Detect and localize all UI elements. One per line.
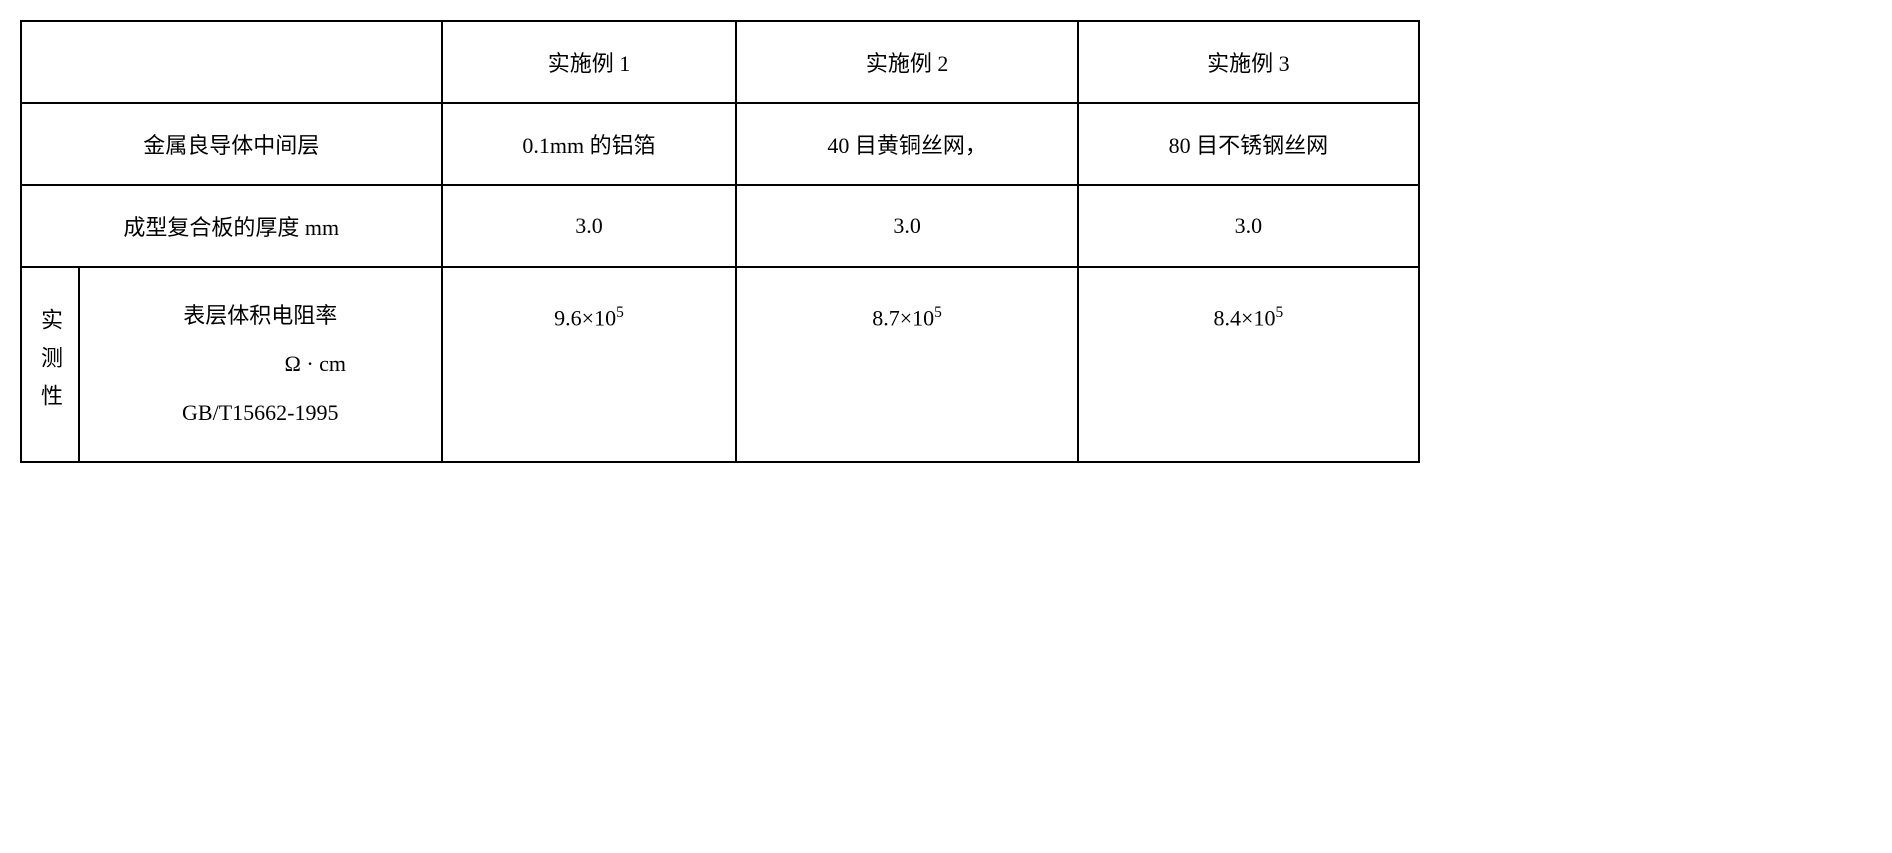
row3-value-3-exp: 5 bbox=[1275, 304, 1283, 321]
row3-value-2: 8.7×105 bbox=[736, 267, 1077, 462]
col-header-1: 实施例 1 bbox=[442, 21, 737, 103]
row1-value-3: 80 目不锈钢丝网 bbox=[1078, 103, 1419, 185]
row3-label-line1: 表层体积电阻率 bbox=[96, 292, 425, 340]
row3-value-3: 8.4×105 bbox=[1078, 267, 1419, 462]
row1-value-1: 0.1mm 的铝箔 bbox=[442, 103, 737, 185]
row3-label-unit: Ω · cm bbox=[174, 340, 346, 388]
row2-label: 成型复合板的厚度 mm bbox=[21, 185, 442, 267]
header-blank-cell bbox=[21, 21, 442, 103]
table-row-1: 金属良导体中间层 0.1mm 的铝箔 40 目黄铜丝网， 80 目不锈钢丝网 bbox=[21, 103, 1419, 185]
col-header-3: 实施例 3 bbox=[1078, 21, 1419, 103]
row3-value-1: 9.6×105 bbox=[442, 267, 737, 462]
row3-value-2-exp: 5 bbox=[934, 304, 942, 321]
vertical-group-label: 实测性 bbox=[21, 267, 79, 462]
row3-label-line2: Ω · cm bbox=[96, 340, 425, 388]
row3-label-line3: GB/T15662-1995 bbox=[96, 389, 425, 437]
row3-value-1-base: 9.6×10 bbox=[554, 305, 616, 330]
row3-value-1-exp: 5 bbox=[616, 304, 624, 321]
row1-value-2: 40 目黄铜丝网， bbox=[736, 103, 1077, 185]
row3-label: 表层体积电阻率 Ω · cm GB/T15662-1995 bbox=[79, 267, 442, 462]
data-table: 实施例 1 实施例 2 实施例 3 金属良导体中间层 0.1mm 的铝箔 40 … bbox=[20, 20, 1420, 463]
row2-value-2: 3.0 bbox=[736, 185, 1077, 267]
row3-value-2-base: 8.7×10 bbox=[872, 305, 934, 330]
row1-label: 金属良导体中间层 bbox=[21, 103, 442, 185]
table-row-2: 成型复合板的厚度 mm 3.0 3.0 3.0 bbox=[21, 185, 1419, 267]
table-row-header: 实施例 1 实施例 2 实施例 3 bbox=[21, 21, 1419, 103]
row2-value-1: 3.0 bbox=[442, 185, 737, 267]
col-header-2: 实施例 2 bbox=[736, 21, 1077, 103]
row3-value-3-base: 8.4×10 bbox=[1214, 305, 1276, 330]
row2-value-3: 3.0 bbox=[1078, 185, 1419, 267]
table-row-3: 实测性 表层体积电阻率 Ω · cm GB/T15662-1995 9.6×10… bbox=[21, 267, 1419, 462]
